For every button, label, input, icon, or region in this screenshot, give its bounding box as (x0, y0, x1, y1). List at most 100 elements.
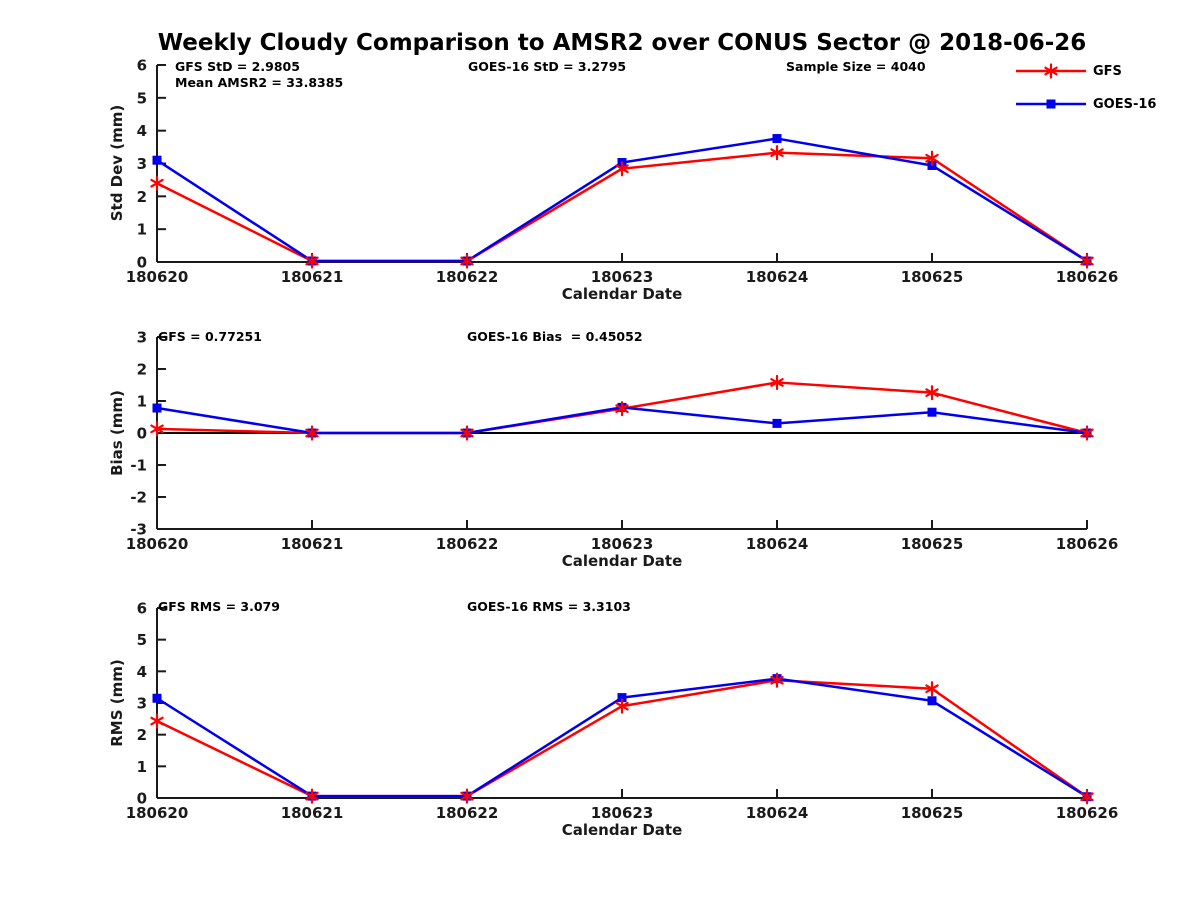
std-dev-gfs-marker (770, 145, 784, 161)
rms-y-axis-label: RMS (mm) (108, 659, 126, 747)
y-tick-label: 1 (137, 221, 147, 239)
goes-16-legend-marker (1046, 99, 1056, 109)
legend: GFS GOES-16 (1016, 63, 1156, 112)
std-dev-gfs-marker (925, 150, 939, 166)
bias-gfs-marker (925, 385, 939, 401)
x-tick-label: 180623 (591, 804, 654, 822)
y-tick-label: 4 (137, 122, 147, 140)
rms-gfs-marker (305, 788, 319, 804)
x-tick-label: 180622 (436, 268, 499, 286)
y-tick-label: 0 (137, 425, 147, 443)
y-tick-label: 0 (137, 790, 147, 808)
x-tick-label: 180621 (281, 804, 344, 822)
x-tick-label: 180624 (746, 804, 809, 822)
x-tick-label: 180625 (901, 535, 964, 553)
stddev-y-axis-label: Std Dev (mm) (108, 104, 126, 222)
stddev-gfs-annotation: GFS StD = 2.9805 (175, 59, 300, 74)
y-tick-label: -3 (130, 521, 147, 539)
legend-label-gfs: GFS (1093, 63, 1122, 79)
figure-title: Weekly Cloudy Comparison to AMSR2 over C… (157, 30, 1087, 56)
x-tick-label: 180623 (591, 268, 654, 286)
bias-goes-16-marker (927, 407, 937, 417)
y-tick-label: 1 (137, 758, 147, 776)
gfs-line-marker-swatch (1016, 63, 1086, 79)
y-tick-label: 5 (137, 89, 147, 107)
std-dev-plot: 0 1 2 3 4 5 6 180620 180621 180622 180623 180624 180… (126, 57, 1119, 287)
rms-gfs-marker (150, 713, 164, 729)
x-tick-label: 180623 (591, 535, 654, 553)
rms-gfs-marker (925, 681, 939, 697)
stddev-x-axis-label: Calendar Date (561, 285, 683, 303)
bias-y-axis-label: Bias (mm) (108, 390, 126, 476)
x-tick-label: 180620 (126, 804, 189, 822)
rms-x-axis-label: Calendar Date (561, 821, 683, 839)
legend-entry-gfs: GFS (1016, 63, 1156, 79)
bias-gfs-marker (1080, 425, 1094, 441)
bias-gfs-marker (770, 374, 784, 391)
bias-gfs-annotation: GFS = 0.77251 (158, 329, 262, 344)
legend-label-goes16: GOES-16 (1093, 96, 1157, 112)
y-tick-label: 0 (137, 254, 147, 272)
y-tick-label: 1 (137, 393, 147, 411)
x-tick-label: 180620 (126, 268, 189, 286)
rms-plot: 0 1 2 3 4 5 6 180620 180621 180622 180623 180624 180… (126, 600, 1119, 823)
y-tick-label: -1 (130, 457, 147, 475)
y-tick-label: 2 (137, 361, 147, 379)
bias-gfs-marker (615, 401, 629, 417)
y-tick-label: 4 (137, 663, 147, 681)
x-tick-label: 180622 (436, 804, 499, 822)
x-tick-label: 180621 (281, 268, 344, 286)
y-tick-label: 6 (137, 600, 147, 618)
legend-entry-goes16: GOES-16 (1016, 96, 1156, 112)
rms-gfs-marker (770, 672, 784, 688)
std-dev-gfs-marker (460, 253, 474, 269)
goes16-line-marker-swatch (1016, 96, 1086, 112)
rms-gfs-marker (1080, 789, 1094, 805)
rms-gfs-marker (460, 788, 474, 804)
std-dev-gfs-marker (1080, 253, 1094, 269)
y-tick-label: 2 (137, 726, 147, 744)
y-tick-label: 3 (137, 155, 147, 173)
bias-goes-16-marker (152, 403, 162, 413)
x-tick-label: 180625 (901, 804, 964, 822)
rms-goes-16-marker (927, 696, 937, 706)
y-tick-label: 6 (137, 57, 147, 75)
bias-plot: -3 -2 -1 0 1 2 3 180620 180621 180622 180623 180624… (126, 329, 1119, 554)
y-tick-label: -2 (130, 489, 147, 507)
std-dev-gfs-marker (150, 175, 164, 191)
stddev-goes16-annotation: GOES-16 StD = 3.2795 (468, 59, 627, 74)
rms-gfs-marker (615, 698, 629, 714)
std-dev-goes-16-line (156, 137, 1088, 263)
x-tick-label: 180626 (1056, 268, 1119, 286)
bias-gfs-marker (305, 425, 319, 441)
x-tick-label: 180620 (126, 535, 189, 553)
x-tick-label: 180626 (1056, 535, 1119, 553)
gfs-legend-marker (1044, 63, 1058, 79)
x-tick-label: 180622 (436, 535, 499, 553)
std-dev-goes-16-marker (152, 155, 162, 165)
std-dev-gfs-marker (615, 161, 629, 177)
y-tick-label: 5 (137, 631, 147, 649)
bias-x-axis-label: Calendar Date (561, 552, 683, 570)
mean-amsr2-annotation: Mean AMSR2 = 33.8385 (175, 75, 344, 90)
bias-goes-16-marker (772, 418, 782, 428)
bias-goes16-annotation: GOES-16 Bias = 0.45052 (467, 329, 643, 344)
sample-size-annotation: Sample Size = 4040 (786, 59, 926, 74)
rms-goes-16-marker (152, 693, 162, 703)
x-tick-label: 180626 (1056, 804, 1119, 822)
x-tick-label: 180624 (746, 268, 809, 286)
y-tick-label: 2 (137, 188, 147, 206)
std-dev-goes-16-marker (772, 134, 782, 144)
rms-gfs-annotation: GFS RMS = 3.079 (158, 599, 280, 614)
x-tick-label: 180624 (746, 535, 809, 553)
x-tick-label: 180621 (281, 535, 344, 553)
std-dev-gfs-marker (305, 253, 319, 269)
rms-goes16-annotation: GOES-16 RMS = 3.3103 (467, 599, 631, 614)
y-tick-label: 3 (137, 329, 147, 347)
bias-gfs-marker (150, 421, 164, 437)
x-tick-label: 180625 (901, 268, 964, 286)
y-tick-label: 3 (137, 695, 147, 713)
bias-gfs-marker (460, 425, 474, 441)
